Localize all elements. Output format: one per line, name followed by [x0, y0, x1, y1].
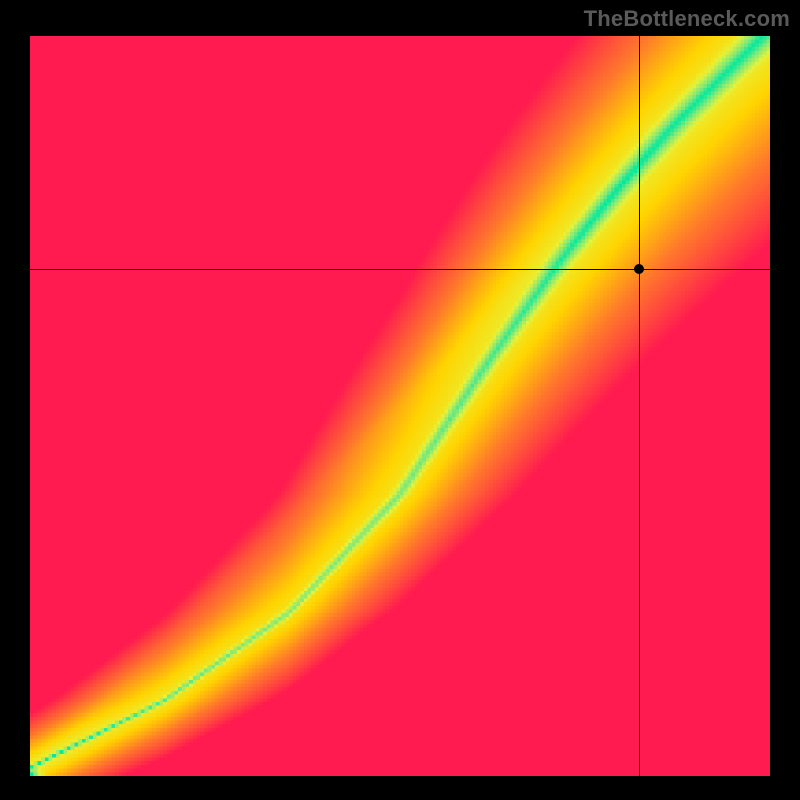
- watermark-text: TheBottleneck.com: [584, 6, 790, 32]
- crosshair-marker: [634, 264, 644, 274]
- heatmap-plot: [30, 36, 770, 776]
- crosshair-horizontal: [30, 269, 770, 270]
- crosshair-vertical: [639, 36, 640, 776]
- heatmap-canvas: [30, 36, 770, 776]
- figure-container: TheBottleneck.com: [0, 0, 800, 800]
